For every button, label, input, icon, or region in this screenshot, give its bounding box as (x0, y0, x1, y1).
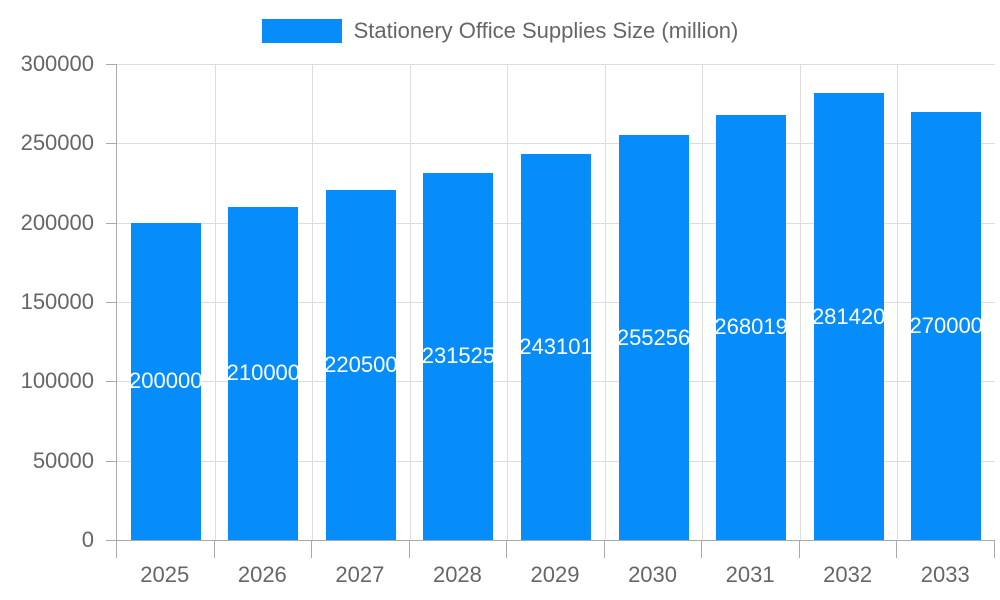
v-gridline (799, 64, 801, 540)
x-tick-mark (506, 540, 508, 558)
bar-value-label: 281420 (811, 303, 886, 329)
bar-2030[interactable]: 255256 (616, 135, 691, 540)
y-tick-mark (106, 460, 116, 462)
bar-value-label: 255256 (616, 324, 691, 350)
x-tick-mark (116, 540, 117, 558)
bar-2028[interactable]: 231525 (421, 172, 496, 540)
y-tick-label: 250000 (20, 130, 94, 156)
bar-2025[interactable]: 200000 (129, 222, 203, 540)
x-tick-label: 2028 (432, 562, 482, 587)
v-gridline (702, 64, 704, 540)
x-tick-mark (798, 540, 800, 558)
y-tick-label: 300000 (20, 51, 94, 76)
x-tick-label: 2029 (530, 562, 580, 587)
plot-area: 200000 210000 220500 231525 243101 255256 2680… (116, 64, 995, 541)
y-tick-label: 50000 (32, 447, 94, 473)
bar-value-label: 200000 (129, 368, 203, 394)
bar-2033[interactable]: 270000 (909, 111, 983, 540)
x-tick-mark (994, 540, 995, 558)
x-tick-mark (896, 540, 898, 558)
y-tick-mark (106, 64, 116, 65)
v-gridline (214, 64, 216, 540)
x-tick-label: 2030 (628, 562, 678, 587)
x-tick-label: 2032 (823, 562, 873, 587)
x-tick-label: 2025 (140, 562, 190, 587)
bar-2032[interactable]: 281420 (811, 93, 886, 540)
x-tick-label: 2031 (725, 562, 775, 587)
v-gridline (897, 64, 899, 540)
y-tick-mark (106, 302, 116, 303)
bar-value-label: 243101 (519, 334, 593, 360)
bar-value-label: 220500 (324, 352, 398, 378)
y-tick-label: 0 (81, 527, 94, 552)
x-tick-label: 2026 (237, 562, 287, 587)
bar-value-label: 268019 (714, 314, 788, 340)
x-tick-label: 2033 (920, 562, 970, 587)
x-tick-mark (311, 540, 313, 558)
y-tick-label: 100000 (20, 368, 94, 394)
v-gridline (312, 64, 314, 540)
y-tick-mark (106, 143, 116, 145)
bar-value-label: 231525 (421, 343, 496, 369)
h-gridline (117, 64, 995, 65)
chart-legend[interactable]: Stationery Office Supplies Size (million… (0, 18, 1000, 44)
h-gridline (117, 143, 995, 145)
bar-2031[interactable]: 268019 (714, 114, 788, 540)
y-tick-mark (106, 540, 116, 541)
bar-2026[interactable]: 210000 (226, 206, 301, 540)
v-gridline (507, 64, 509, 540)
legend-swatch (261, 19, 342, 43)
x-tick-mark (603, 540, 605, 558)
y-tick-mark (106, 222, 116, 224)
x-tick-label: 2027 (335, 562, 385, 587)
bar-value-label: 270000 (909, 312, 983, 338)
x-tick-mark (213, 540, 215, 558)
v-gridline (604, 64, 606, 540)
legend-label: Stationery Office Supplies Size (million… (353, 18, 739, 43)
x-tick-mark (701, 540, 703, 558)
bar-value-label: 210000 (226, 360, 301, 386)
bar-2027[interactable]: 220500 (324, 190, 398, 540)
x-tick-mark (408, 540, 410, 558)
v-gridline (409, 64, 411, 540)
y-tick-label: 150000 (20, 289, 94, 314)
y-tick-mark (106, 381, 116, 383)
bar-2029[interactable]: 243101 (519, 154, 593, 540)
y-tick-label: 200000 (20, 209, 94, 235)
